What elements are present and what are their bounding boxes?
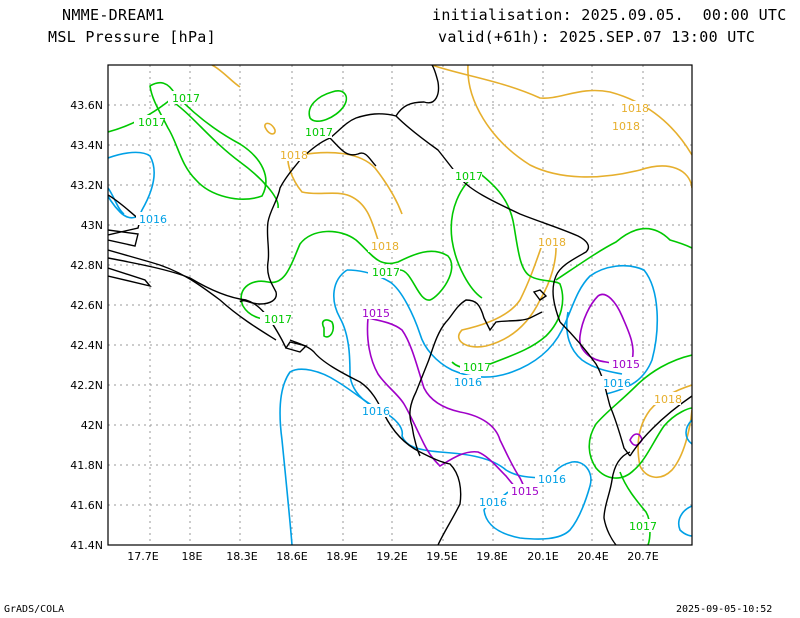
isobar-1018 — [211, 65, 692, 478]
lat-label: 43.2N — [70, 179, 103, 192]
contour-label-1015: 1015 — [362, 307, 390, 320]
contour-label-1017: 1017 — [372, 266, 400, 279]
contour-label-1018: 1018 — [612, 120, 640, 133]
contour-label-1015: 1015 — [511, 485, 539, 498]
footer-credit: GrADS/COLA — [4, 604, 65, 615]
contour-label-1016: 1016 — [603, 377, 631, 390]
lat-label: 43.4N — [70, 139, 103, 152]
lat-axis: 43.6N 43.4N 43.2N 43N 42.8N 42.6N 42.4N … — [70, 99, 103, 552]
lat-label: 43N — [81, 219, 103, 232]
isobar-1016 — [108, 151, 692, 545]
isobar-1015 — [366, 293, 643, 497]
lon-label: 18E — [182, 550, 203, 563]
contour-label-1016: 1016 — [479, 496, 507, 509]
contour-label-1018: 1018 — [371, 240, 399, 253]
lon-label: 19.8E — [476, 550, 507, 563]
contour-label-1016: 1016 — [454, 376, 482, 389]
contour-labels: 1017 1017 1017 1017 1017 1017 1017 1017 … — [134, 91, 682, 533]
lon-label: 20.1E — [527, 550, 558, 563]
contour-label-1017: 1017 — [629, 520, 657, 533]
contour-label-1017: 1017 — [463, 361, 491, 374]
contour-label-1017: 1017 — [264, 313, 292, 326]
contour-label-1017: 1017 — [172, 92, 200, 105]
lon-label: 19.2E — [376, 550, 407, 563]
lat-label: 42.2N — [70, 379, 103, 392]
coastline-borders — [108, 65, 692, 545]
contour-label-1016: 1016 — [362, 405, 390, 418]
contour-label-1016: 1016 — [538, 473, 566, 486]
map-frame — [107, 64, 693, 546]
lon-label: 18.3E — [226, 550, 257, 563]
lon-label: 18.9E — [326, 550, 357, 563]
grid-lines — [108, 65, 692, 545]
lon-label: 20.4E — [577, 550, 608, 563]
lat-label: 42.6N — [70, 299, 103, 312]
contour-label-1015: 1015 — [612, 358, 640, 371]
contour-label-1017: 1017 — [138, 116, 166, 129]
lat-label: 43.6N — [70, 99, 103, 112]
lon-label: 17.7E — [127, 550, 158, 563]
valid-time: valid(+61h): 2025.SEP.07 13:00 UTC — [438, 28, 756, 46]
init-time: initialisation: 2025.09.05. 00:00 UTC — [432, 6, 787, 24]
lat-label: 42.8N — [70, 259, 103, 272]
lon-label: 19.5E — [426, 550, 457, 563]
contour-label-1017: 1017 — [455, 170, 483, 183]
isobar-1017 — [108, 81, 692, 545]
model-title: NMME-DREAM1 — [62, 6, 165, 24]
contour-label-1017: 1017 — [305, 126, 333, 139]
field-title: MSL Pressure [hPa] — [48, 28, 216, 46]
lat-label: 41.8N — [70, 459, 103, 472]
contour-label-1018: 1018 — [538, 236, 566, 249]
contour-label-1018: 1018 — [621, 102, 649, 115]
contour-label-1018: 1018 — [280, 149, 308, 162]
lon-axis: 17.7E 18E 18.3E 18.6E 18.9E 19.2E 19.5E … — [127, 550, 658, 563]
contour-label-1018: 1018 — [654, 393, 682, 406]
footer-timestamp: 2025-09-05-10:52 — [676, 604, 773, 615]
lon-label: 20.7E — [627, 550, 658, 563]
lat-label: 41.6N — [70, 499, 103, 512]
lat-label: 42.4N — [70, 339, 103, 352]
lat-label: 42N — [81, 419, 103, 432]
lon-label: 18.6E — [276, 550, 307, 563]
lat-label: 41.4N — [70, 539, 103, 552]
contour-label-1016: 1016 — [139, 213, 167, 226]
